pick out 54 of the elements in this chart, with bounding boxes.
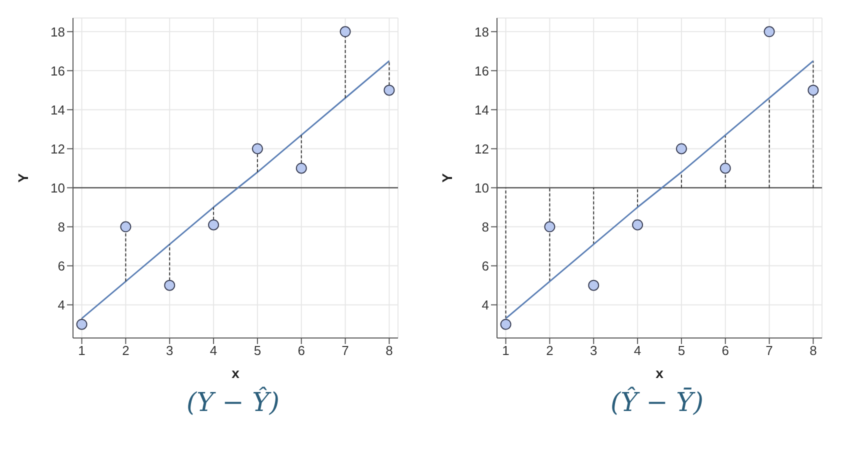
x-tick-label: 6 [298,343,305,358]
y-tick-label: 4 [58,297,65,312]
x-axis-title: x [656,365,664,381]
point [764,26,775,38]
point [676,143,687,154]
x-tick-label: 8 [810,343,817,358]
y-tick-label: 4 [482,297,489,312]
y-tick-label: 12 [50,141,65,156]
y-tick-label: 18 [50,24,65,40]
x-axis-title: x [232,365,240,381]
x-tick-label: 2 [546,343,554,358]
y-tick-label: 8 [58,219,65,234]
text: (Y − Ŷ) [186,388,280,418]
y-axis-title: Y [14,172,31,183]
x-tick-label: 7 [766,343,773,358]
point [164,280,176,291]
x-tick-label: 4 [210,343,218,358]
point [588,280,600,291]
y-tick-label: 10 [474,180,489,196]
x-tick-label: 1 [78,343,86,358]
x-tick-label: 3 [166,343,174,358]
y-tick-label: 14 [474,102,489,118]
point [340,26,351,38]
y-tick-label: 12 [474,141,489,156]
point [500,318,512,330]
point [252,143,263,154]
x-tick-label: 3 [590,343,598,358]
x-tick-label: 1 [502,343,510,358]
y-tick-label: 8 [482,219,489,234]
x-tick-label: 6 [722,343,729,358]
x-tick-label: 5 [678,343,686,358]
text: (Ŷ − Ȳ) [610,388,704,418]
point [384,84,395,96]
y-tick-label: 16 [474,63,489,78]
point [208,219,220,230]
x-tick-label: 7 [342,343,349,358]
y-tick-label: 6 [58,258,65,274]
y-tick-label: 10 [50,180,65,196]
point [808,84,819,96]
point [544,221,556,232]
point [120,221,132,232]
y-tick-label: 6 [482,258,489,274]
y-tick-label: 18 [474,24,489,40]
x-tick-label: 5 [254,343,262,358]
x-tick-label: 2 [122,343,130,358]
y-tick-label: 14 [50,102,65,118]
y-axis-title: Y [438,172,455,183]
x-tick-label: 4 [634,343,642,358]
y-tick-label: 16 [50,63,65,78]
point [76,318,88,330]
point [632,219,644,230]
point [296,162,307,174]
point [720,162,731,174]
x-tick-label: 8 [386,343,393,358]
